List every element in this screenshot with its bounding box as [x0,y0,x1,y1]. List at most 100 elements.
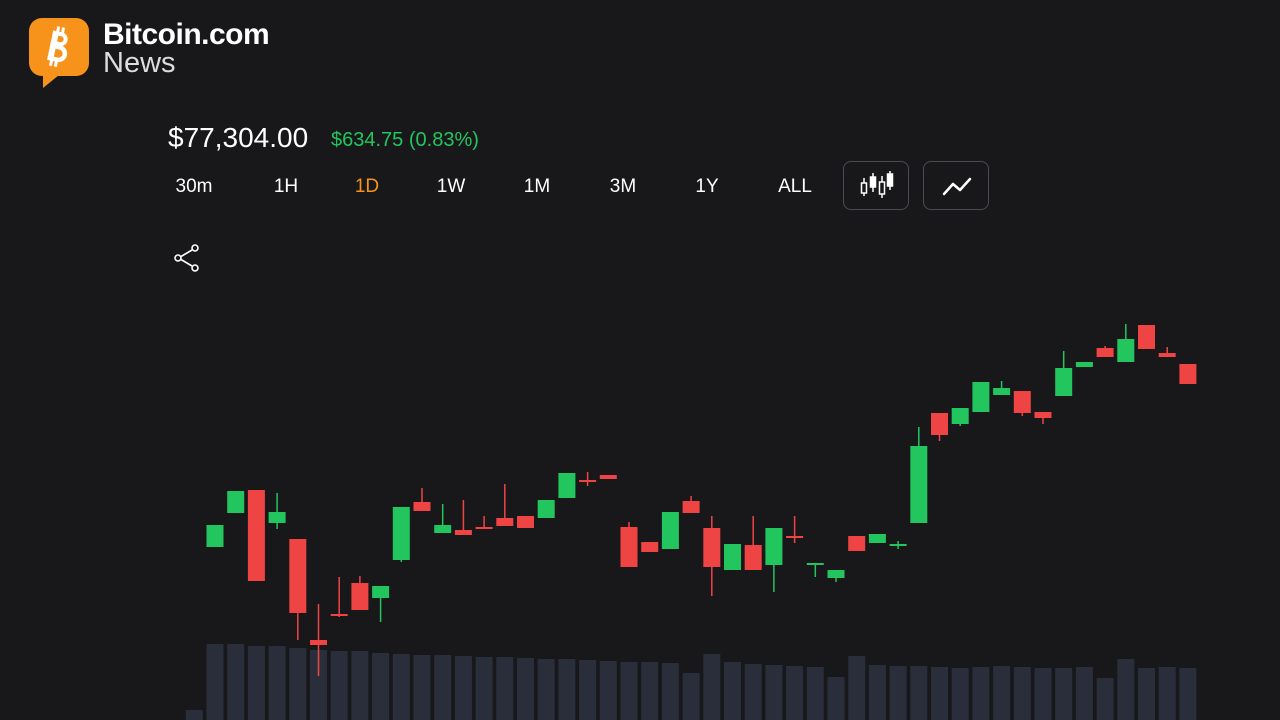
candle-body [454,530,472,535]
candle-body [330,614,348,616]
candle-body [1158,353,1176,357]
candle-body [579,480,597,482]
volume-bar [558,659,576,720]
candle-body [289,539,307,613]
price: $77,304.00 [168,122,309,153]
volume-bar [1138,668,1155,720]
candle-body [475,527,493,529]
candle-body [703,528,721,567]
volume-bar [372,653,390,720]
logo [29,18,89,88]
volume-bar [434,655,452,720]
sub-brand: News [103,47,176,79]
candle-body [537,500,555,518]
candle-body [993,388,1011,395]
volume-bar [185,710,203,720]
price-change: $634.75 (0.83%) [331,129,479,151]
share-icon[interactable] [172,243,202,273]
candle-body [372,586,390,598]
volume-bar [1158,667,1176,720]
candle-body [247,490,265,581]
candle-body [558,473,576,498]
candle-body [434,525,452,533]
volume-bar [744,664,762,720]
volume-bar [392,654,410,720]
volume-bar [475,657,493,720]
timeframe-tab[interactable]: 3M [609,176,637,197]
candle-body [827,570,845,578]
volume-bar [993,666,1011,720]
candle-body [1179,364,1197,384]
candle-body [931,413,948,435]
candle-body [1096,348,1114,357]
candle-body [806,563,824,565]
volume-bar [454,656,472,720]
volume-bar [889,666,907,720]
candle-body [744,545,762,570]
volume-bar [289,648,307,720]
candle-body [848,536,866,551]
candle-body [868,534,886,543]
volume-bar [703,654,721,720]
line-toggle[interactable] [923,161,989,210]
candle-body [392,507,410,560]
candle-body [1117,339,1135,362]
volume-bar [1117,659,1135,720]
volume-bar [227,644,245,720]
volume-bar [682,673,700,720]
volume-bar [413,655,431,720]
volume-bar [1055,668,1073,720]
volume-bar [848,656,866,720]
volume-bar [351,651,369,720]
volume-bar [827,677,845,720]
volume-bar [786,666,804,720]
volume-bar [1179,668,1197,720]
candle-body [765,528,783,565]
volume-bar [661,663,679,720]
timeframe-tab[interactable]: 1M [523,176,551,197]
volume-bar [599,661,617,720]
timeframe-tab[interactable]: 30m [175,176,213,197]
candle-body [413,502,431,511]
candle-body [1138,325,1155,349]
candle-body [641,542,659,552]
volume-bar [806,667,824,720]
volume-bar [268,646,286,720]
volume-bar [641,662,659,720]
volume-bar [1096,678,1114,720]
volume-bar [951,668,969,720]
volume-bar [868,665,886,720]
candle-body [620,527,638,567]
candle-body [268,512,286,523]
candle-icon [860,171,894,198]
volume-bar [765,665,783,720]
timeframe-tab[interactable]: 1D [354,176,380,197]
volume-bar [910,666,928,720]
candle-body [206,525,224,547]
candle-body [1034,412,1052,418]
volume-bar [330,651,348,720]
candle-body [889,544,907,546]
volume-bar [972,667,990,720]
candle-body [310,640,327,645]
candle-body [1013,391,1031,413]
candle-toggle[interactable] [843,161,909,210]
volume-bar [247,646,265,720]
volume-bar [724,662,741,720]
candle-body [1055,368,1073,396]
volume-bar [517,658,534,720]
brand: Bitcoin.com [103,18,270,51]
candle-body [496,518,514,526]
candle-body [786,536,804,538]
timeframe-tab[interactable]: 1Y [695,176,719,197]
candle-body [661,512,679,549]
volume-bar [579,660,597,720]
timeframe-tab[interactable]: ALL [778,176,812,197]
volume-bar [496,657,514,720]
timeframe-tab[interactable]: 1H [273,176,299,197]
volume-bar [206,644,224,720]
candle-body [351,583,369,610]
timeframe-tab[interactable]: 1W [436,176,466,197]
candle-body [599,475,617,479]
volume-bar [1075,667,1093,720]
